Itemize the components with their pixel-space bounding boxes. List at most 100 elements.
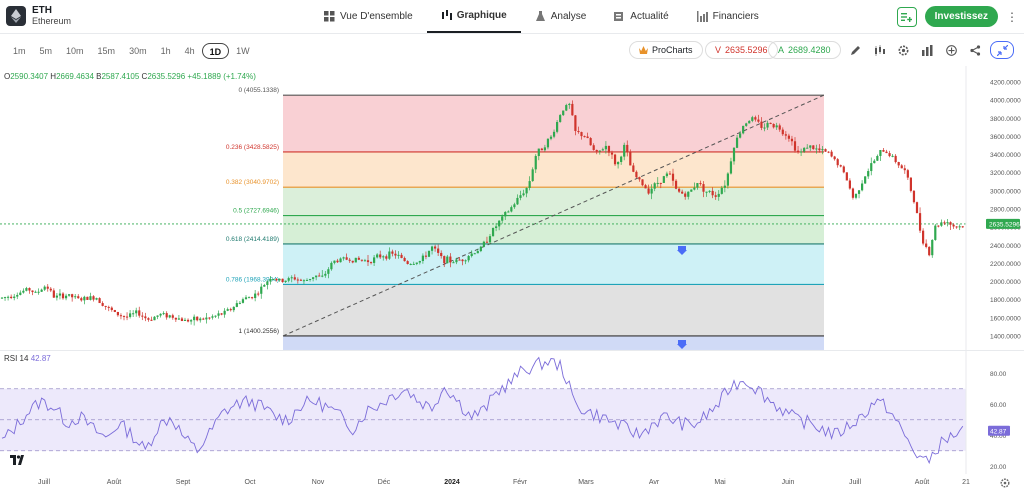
candle-body [906,170,909,178]
candle-body [833,156,836,160]
share-button[interactable] [966,41,985,59]
candle-body [354,257,357,263]
candle-body [659,182,662,184]
candle-body [336,260,339,263]
rsi-chart[interactable]: 80.00 60.00 40.00 20.00 42.87 [0,350,1024,474]
timeframe-4h[interactable]: 4h [184,46,195,56]
candle-body [16,294,19,297]
top-navigation: ETH Ethereum Vue D'ensemble Graphique An… [0,0,1024,34]
price-axis-tick: 2000.0000 [990,279,1021,286]
timeframe-1h[interactable]: 1h [160,46,171,56]
candle-body [342,257,345,259]
indicators-button[interactable] [918,41,937,59]
price-axis-tick: 3800.0000 [990,116,1021,123]
asset-header[interactable]: ETH Ethereum [6,5,71,27]
candle-body [446,256,449,264]
fib-zone [283,215,824,244]
watchlist-button[interactable] [896,6,917,27]
candle-body [565,105,568,111]
candle-body [190,320,193,322]
candle-body [604,145,607,150]
candle-body [510,207,513,212]
price-axis-tick: 3200.0000 [990,170,1021,177]
candle-body [687,191,690,197]
candle-body [543,147,546,151]
candle-body [296,279,299,281]
timeframe-15m[interactable]: 15m [97,46,116,56]
candle-body [360,259,363,261]
candle-body [113,310,116,312]
time-axis-label: Juill [37,479,51,486]
candle-body [153,316,156,321]
gear-icon [898,45,909,55]
tab-analysis[interactable]: Analyse [521,0,601,33]
candle-body [577,130,580,133]
candle-body [754,117,757,120]
candle-body [793,141,797,151]
chart-settings-icon[interactable] [1000,478,1010,488]
time-axis-label: Févr [513,479,527,486]
candle-body [369,262,373,264]
add-button[interactable] [942,41,961,59]
settings-button[interactable] [894,41,913,59]
candle-body [836,159,839,166]
procharts-button[interactable]: ProCharts [629,41,703,59]
timeframe-10m[interactable]: 10m [66,46,84,56]
fib-level-label: 1 (1400.2556) [239,328,279,335]
candle-body [897,162,900,166]
timeframe-30m[interactable]: 30m [129,46,147,56]
candle-body [546,138,550,148]
candle-body [34,291,37,293]
tab-financials[interactable]: Financiers [683,0,773,33]
candle-body [918,213,922,231]
invest-button[interactable]: Investissez [924,6,998,27]
tab-news[interactable]: Actualité [600,0,682,33]
candle-body [376,254,379,258]
candle-body [208,317,211,319]
candle-body [922,230,925,244]
candle-body [796,150,800,153]
candle-body [61,293,65,299]
candle-body [909,177,912,191]
candle-type-button[interactable] [870,41,889,59]
flask-icon [535,11,545,21]
rsi-line [1,356,964,465]
timeframe-1w[interactable]: 1W [236,46,250,56]
sell-button[interactable]: V 2635.5296 [705,41,778,59]
fib-level-label: 0.786 (1968.3994) [226,276,279,283]
timeframe-1d[interactable]: 1D [201,43,230,59]
candle-body [827,151,830,153]
candle-body [824,149,827,152]
candle-body [156,315,159,317]
more-options-icon[interactable]: ⋮ [1006,9,1018,24]
candle-body [925,243,928,247]
pencil-icon [851,45,860,55]
candle-body [830,151,833,157]
candle-body [92,296,95,300]
timeframe-1m[interactable]: 1m [13,46,26,56]
candle-body [95,298,98,300]
crown-icon [639,46,648,54]
tab-overview[interactable]: Vue D'ensemble [310,0,427,33]
price-axis-tick: 4000.0000 [990,98,1021,105]
collapse-button[interactable] [990,41,1014,59]
candle-body [412,263,415,265]
tab-chart[interactable]: Graphique [426,0,521,33]
candle-body [287,278,290,281]
candle-body [617,161,620,165]
time-axis-label: Juin [781,479,795,486]
candle-body [882,150,885,152]
low-value: 2587.4105 [101,72,140,81]
timeframe-5m[interactable]: 5m [39,46,53,56]
candle-body [305,279,309,281]
candle-body [308,278,312,280]
candle-body [556,121,559,132]
candle-body [251,297,254,299]
buy-letter: A [778,45,785,55]
price-chart[interactable]: 0 (4055.1338) 0.236 (3428.5825) 0.382 (304… [0,66,1024,350]
bar-chart-icon [922,44,933,56]
draw-tool-button[interactable] [846,41,865,59]
buy-button[interactable]: A 2689.4280 [768,41,841,59]
candle-body [290,277,293,279]
candle-body [589,138,592,146]
